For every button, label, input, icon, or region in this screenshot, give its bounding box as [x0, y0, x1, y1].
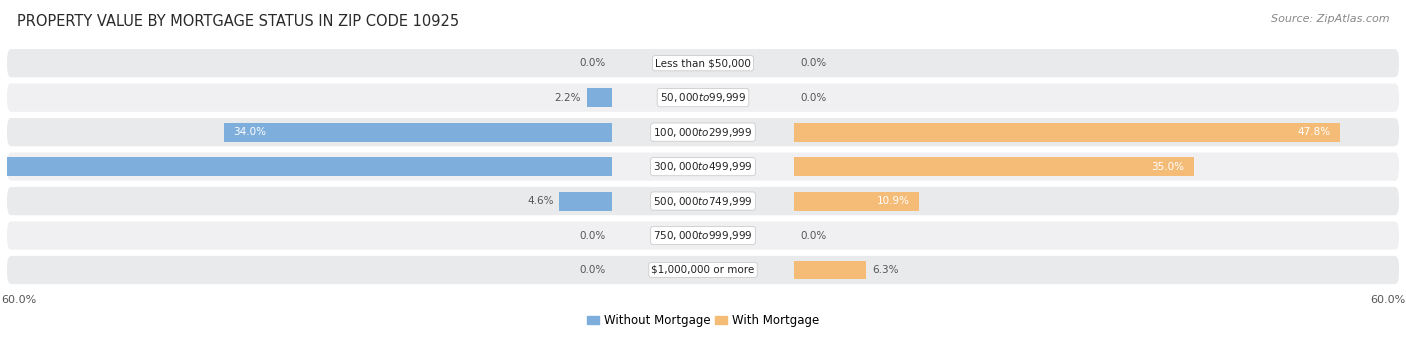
Text: 10.9%: 10.9% — [876, 196, 910, 206]
FancyBboxPatch shape — [7, 84, 1399, 112]
FancyBboxPatch shape — [7, 187, 1399, 215]
FancyBboxPatch shape — [7, 221, 1399, 250]
Text: $1,000,000 or more: $1,000,000 or more — [651, 265, 755, 275]
Bar — [0, 157, 612, 176]
Text: 0.0%: 0.0% — [579, 265, 606, 275]
Bar — [794, 260, 866, 279]
Text: 2.2%: 2.2% — [554, 93, 581, 103]
Bar — [794, 123, 1340, 142]
FancyBboxPatch shape — [7, 152, 1399, 181]
Legend: Without Mortgage, With Mortgage: Without Mortgage, With Mortgage — [582, 309, 824, 332]
Text: Less than $50,000: Less than $50,000 — [655, 58, 751, 68]
Bar — [560, 191, 612, 210]
Bar — [794, 157, 1194, 176]
Text: $750,000 to $999,999: $750,000 to $999,999 — [654, 229, 752, 242]
Text: PROPERTY VALUE BY MORTGAGE STATUS IN ZIP CODE 10925: PROPERTY VALUE BY MORTGAGE STATUS IN ZIP… — [17, 14, 458, 29]
Text: 0.0%: 0.0% — [800, 93, 827, 103]
Bar — [224, 123, 612, 142]
Text: 0.0%: 0.0% — [800, 58, 827, 68]
Text: $500,000 to $749,999: $500,000 to $749,999 — [654, 194, 752, 207]
Text: 0.0%: 0.0% — [800, 231, 827, 240]
Text: 4.6%: 4.6% — [527, 196, 554, 206]
Text: 35.0%: 35.0% — [1152, 162, 1184, 172]
Text: Source: ZipAtlas.com: Source: ZipAtlas.com — [1271, 14, 1389, 23]
Bar — [794, 191, 918, 210]
FancyBboxPatch shape — [7, 49, 1399, 77]
FancyBboxPatch shape — [7, 118, 1399, 146]
Text: $300,000 to $499,999: $300,000 to $499,999 — [654, 160, 752, 173]
Text: $100,000 to $299,999: $100,000 to $299,999 — [654, 126, 752, 139]
Text: 6.3%: 6.3% — [872, 265, 898, 275]
Text: 34.0%: 34.0% — [233, 127, 266, 137]
Text: 47.8%: 47.8% — [1298, 127, 1330, 137]
Text: $50,000 to $99,999: $50,000 to $99,999 — [659, 91, 747, 104]
FancyBboxPatch shape — [7, 256, 1399, 284]
Text: 0.0%: 0.0% — [579, 231, 606, 240]
Bar — [586, 88, 612, 107]
Text: 0.0%: 0.0% — [579, 58, 606, 68]
